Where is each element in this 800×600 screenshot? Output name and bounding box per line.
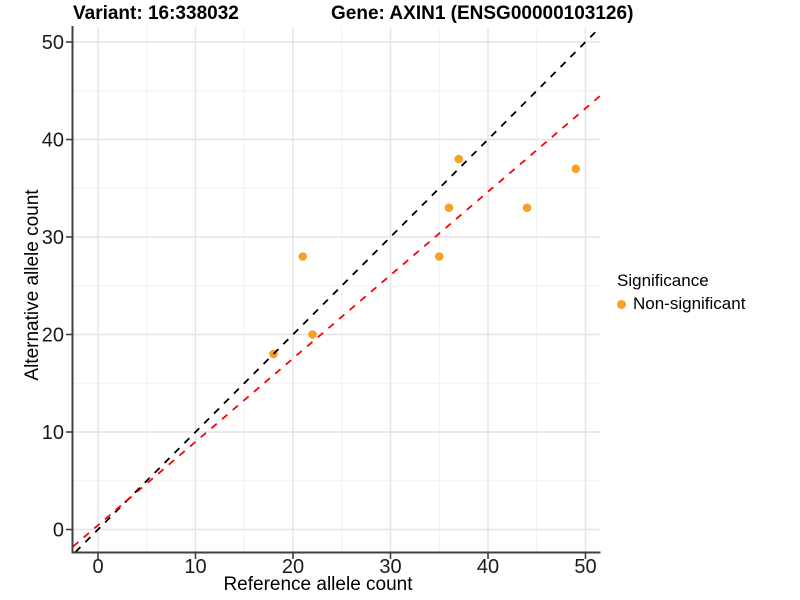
- y-tick-label: 40: [42, 130, 64, 152]
- data-point: [308, 330, 317, 339]
- data-point: [444, 203, 454, 213]
- data-point: [522, 203, 532, 213]
- x-tick-label: 40: [477, 556, 499, 578]
- x-tick-label: 20: [282, 556, 304, 578]
- legend-title: Significance: [617, 271, 709, 290]
- plot-title-variant: Variant: 16:338032: [73, 3, 239, 24]
- plot-title-gene: Gene: AXIN1 (ENSG00000103126): [331, 3, 634, 24]
- x-tick-label: 30: [379, 556, 401, 578]
- data-point: [298, 252, 308, 261]
- legend-point-icon: [617, 299, 626, 309]
- y-tick-label: 0: [53, 520, 64, 542]
- y-tick-label: 20: [42, 325, 64, 347]
- y-tick-label: 10: [42, 422, 64, 444]
- data-point: [434, 252, 444, 261]
- data-point: [454, 154, 464, 164]
- legend-entry-label: Non-significant: [633, 294, 746, 313]
- x-axis-title: Reference allele count: [223, 574, 413, 595]
- x-tick-label: 50: [574, 556, 596, 578]
- x-tick-label: 0: [92, 556, 103, 578]
- x-tick-label: 10: [184, 556, 206, 578]
- y-tick-label: 30: [42, 227, 64, 249]
- data-point: [571, 164, 581, 174]
- y-tick-label: 50: [42, 32, 64, 54]
- fit-line: [72, 95, 601, 548]
- legend: Significance Non-significant: [617, 271, 745, 314]
- legend-entry-non-significant: Non-significant: [617, 294, 745, 314]
- identity-line: [74, 26, 601, 553]
